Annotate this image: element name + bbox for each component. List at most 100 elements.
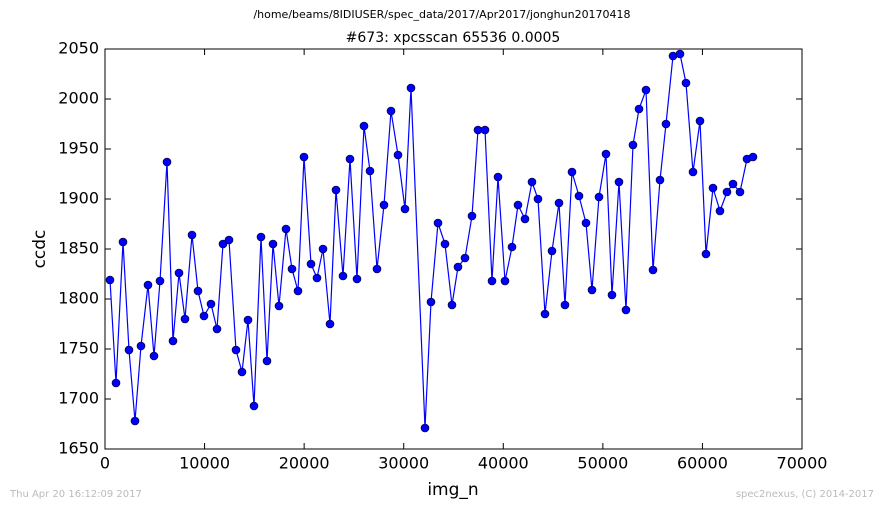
data-point [675,49,685,59]
x-axis-label: img_n [427,480,478,500]
data-point [601,149,611,159]
data-point [715,206,725,216]
data-point [155,276,165,286]
y-tick-label: 1650 [58,439,99,458]
data-point [199,311,209,321]
data-point [621,305,631,315]
y-tick-label: 1800 [58,289,99,308]
data-point [661,119,671,129]
data-line [109,53,754,429]
data-point [641,85,651,95]
data-point [372,264,382,274]
data-point [180,314,190,324]
data-point [581,218,591,228]
data-point [748,152,758,162]
data-point [480,125,490,135]
data-point [111,378,121,388]
footer-left: Thu Apr 20 16:12:09 2017 [9,489,142,500]
data-point [345,154,355,164]
data-point [500,276,510,286]
data-point [224,235,234,245]
data-point [587,285,597,295]
data-point [547,246,557,256]
data-point [634,104,644,114]
data-point [187,230,197,240]
data-point [325,319,335,329]
data-point [648,265,658,275]
x-tick-label: 40000 [478,454,529,473]
data-point [306,259,316,269]
data-point [607,290,617,300]
data-point [728,179,738,189]
data-point [487,276,497,286]
y-tick-label: 1900 [58,189,99,208]
data-point [614,177,624,187]
data-point [467,211,477,221]
data-point [447,300,457,310]
footer-right: spec2nexus, (C) 2014-2017 [736,489,874,500]
data-point [143,280,153,290]
data-point [174,268,184,278]
data-point [193,286,203,296]
data-point [237,367,247,377]
data-point [406,83,416,93]
data-point [554,198,564,208]
data-point [440,239,450,249]
x-tick-label: 70000 [777,454,828,473]
data-point [130,416,140,426]
x-tick-label: 10000 [179,454,230,473]
data-point [312,273,322,283]
data-point [256,232,266,242]
suptitle: /home/beams/8IDIUSER/spec_data/2017/Apr2… [253,8,630,21]
data-point [567,167,577,177]
x-tick-label: 60000 [677,454,728,473]
data-point [287,264,297,274]
data-point [105,275,115,285]
data-point [628,140,638,150]
chart-title: #673: xpcsscan 65536 0.0005 [346,30,561,46]
data-point [206,299,216,309]
data-point [560,300,570,310]
data-point [359,121,369,131]
data-point [520,214,530,224]
data-point [149,351,159,361]
data-point [513,200,523,210]
data-point [527,177,537,187]
data-point [701,249,711,259]
data-point [655,175,665,185]
data-point [540,309,550,319]
data-point [507,242,517,252]
data-point [268,239,278,249]
y-tick-label: 1850 [58,239,99,258]
x-tick-label: 0 [100,454,110,473]
plot-frame [104,48,803,450]
data-point [420,423,430,433]
y-axis-label: ccdc [30,230,50,269]
data-point [695,116,705,126]
x-tick-label: 30000 [378,454,429,473]
data-point [722,187,732,197]
data-point [162,157,172,167]
data-point [460,253,470,263]
data-point [688,167,698,177]
y-tick-label: 2000 [58,89,99,108]
data-point [379,200,389,210]
data-point [708,183,718,193]
data-point [318,244,328,254]
data-point [168,336,178,346]
data-point [735,187,745,197]
data-point [433,218,443,228]
x-tick-label: 20000 [279,454,330,473]
data-point [218,239,228,249]
y-tick-label: 2050 [58,39,99,58]
data-point [274,301,284,311]
data-point [386,106,396,116]
data-point [118,237,128,247]
data-point [124,345,134,355]
data-point [400,204,410,214]
data-point [243,315,253,325]
data-point [352,274,362,284]
data-point [681,78,691,88]
data-point [393,150,403,160]
